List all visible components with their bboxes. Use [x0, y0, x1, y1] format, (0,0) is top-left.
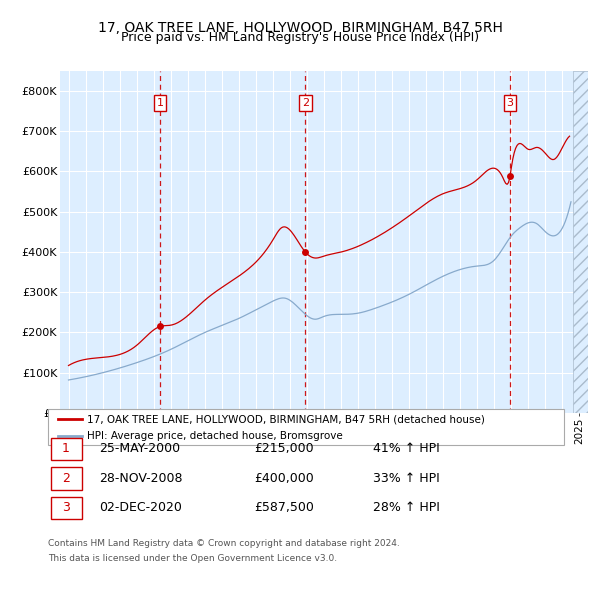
Text: 3: 3 [62, 502, 70, 514]
FancyBboxPatch shape [50, 497, 82, 519]
Text: 1: 1 [157, 98, 164, 108]
Text: 2: 2 [62, 472, 70, 485]
Text: £587,500: £587,500 [254, 502, 314, 514]
Text: 28-NOV-2008: 28-NOV-2008 [100, 472, 183, 485]
Text: 25-MAY-2000: 25-MAY-2000 [100, 442, 181, 455]
Text: £215,000: £215,000 [254, 442, 314, 455]
Text: Contains HM Land Registry data © Crown copyright and database right 2024.: Contains HM Land Registry data © Crown c… [48, 539, 400, 548]
Text: 28% ↑ HPI: 28% ↑ HPI [373, 502, 440, 514]
FancyBboxPatch shape [50, 438, 82, 460]
Text: 1: 1 [62, 442, 70, 455]
Text: This data is licensed under the Open Government Licence v3.0.: This data is licensed under the Open Gov… [48, 555, 337, 563]
FancyBboxPatch shape [48, 409, 564, 445]
Text: Price paid vs. HM Land Registry's House Price Index (HPI): Price paid vs. HM Land Registry's House … [121, 31, 479, 44]
Text: £400,000: £400,000 [254, 472, 314, 485]
Text: 17, OAK TREE LANE, HOLLYWOOD, BIRMINGHAM, B47 5RH: 17, OAK TREE LANE, HOLLYWOOD, BIRMINGHAM… [98, 21, 502, 35]
Text: 41% ↑ HPI: 41% ↑ HPI [373, 442, 440, 455]
Text: 02-DEC-2020: 02-DEC-2020 [100, 502, 182, 514]
Text: 2: 2 [302, 98, 309, 108]
Text: HPI: Average price, detached house, Bromsgrove: HPI: Average price, detached house, Brom… [86, 431, 343, 441]
FancyBboxPatch shape [50, 467, 82, 490]
Text: 33% ↑ HPI: 33% ↑ HPI [373, 472, 440, 485]
Text: 17, OAK TREE LANE, HOLLYWOOD, BIRMINGHAM, B47 5RH (detached house): 17, OAK TREE LANE, HOLLYWOOD, BIRMINGHAM… [86, 414, 485, 424]
Text: 3: 3 [506, 98, 514, 108]
